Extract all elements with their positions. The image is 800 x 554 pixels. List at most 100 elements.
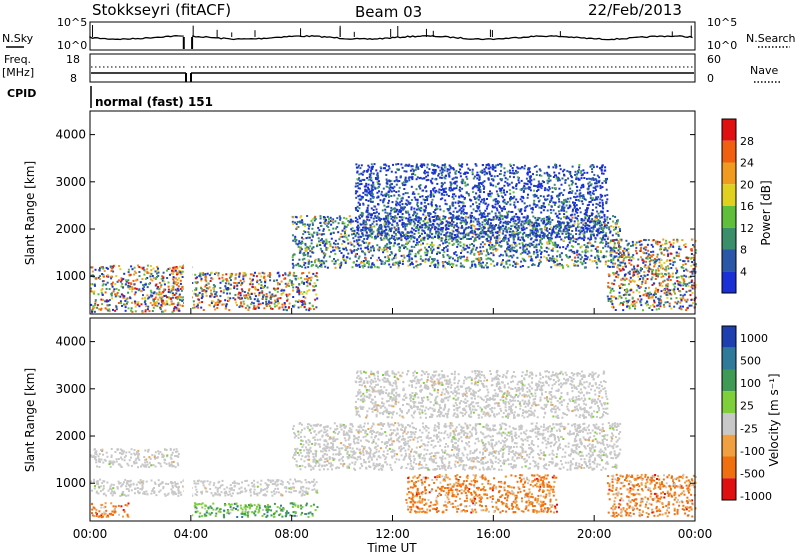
range-cell — [331, 219, 333, 222]
range-cell — [282, 274, 284, 277]
range-cell — [456, 229, 459, 231]
range-cell — [512, 164, 515, 167]
range-cell — [362, 266, 365, 269]
range-cell — [220, 290, 223, 293]
range-cell — [365, 228, 368, 231]
range-cell — [507, 184, 510, 187]
range-cell — [478, 175, 481, 178]
range-cell — [528, 180, 531, 183]
range-cell — [540, 251, 543, 254]
range-cell — [307, 227, 310, 230]
range-cell — [288, 285, 290, 287]
range-cell — [605, 202, 608, 205]
range-cell — [325, 248, 328, 251]
range-cell — [540, 211, 543, 214]
range-cell — [448, 234, 451, 237]
range-cell — [472, 177, 475, 180]
range-cell — [443, 266, 446, 269]
range-cell — [383, 163, 386, 166]
range-cell — [332, 231, 335, 234]
range-cell — [222, 303, 225, 306]
range-cell — [375, 216, 378, 219]
range-cell — [581, 256, 583, 259]
range-cell — [319, 248, 322, 251]
range-cell — [241, 305, 244, 308]
range-cell — [543, 235, 545, 238]
range-cell — [431, 222, 434, 225]
range-cell — [314, 275, 317, 277]
range-cell — [484, 202, 487, 205]
range-cell — [468, 246, 471, 249]
range-cell — [320, 225, 322, 227]
range-cell — [479, 211, 482, 214]
range-cell — [181, 296, 184, 299]
range-cell — [552, 176, 555, 178]
range-cell — [525, 234, 528, 237]
range-cell — [489, 238, 492, 241]
range-cell — [292, 223, 295, 225]
range-cell — [561, 177, 564, 180]
range-cell — [505, 229, 508, 232]
range-cell — [521, 196, 524, 198]
range-cell — [549, 175, 552, 177]
range-cell — [617, 264, 620, 267]
range-cell — [598, 180, 600, 183]
range-cell — [334, 252, 337, 255]
range-cell — [464, 248, 467, 251]
range-cell — [588, 217, 590, 219]
range-cell — [498, 255, 501, 258]
range-cell — [402, 193, 405, 196]
range-cell — [593, 199, 596, 201]
range-cell — [498, 231, 501, 234]
range-cell — [507, 210, 510, 213]
range-cell — [366, 192, 369, 195]
range-cell — [491, 210, 493, 213]
range-cell — [410, 261, 413, 264]
range-cell — [512, 196, 515, 199]
range-cell — [453, 226, 456, 229]
range-cell — [523, 216, 526, 219]
range-cell — [540, 207, 543, 209]
range-cell — [308, 233, 311, 235]
range-cell — [416, 201, 419, 204]
range-cell — [602, 236, 604, 239]
range-cell — [118, 265, 121, 267]
range-cell — [617, 233, 620, 236]
range-cell — [577, 256, 580, 259]
range-cell — [584, 198, 587, 201]
range-cell — [595, 217, 598, 219]
range-cell — [396, 261, 398, 264]
range-cell — [578, 233, 581, 236]
range-cell — [341, 243, 344, 245]
range-cell — [393, 262, 396, 265]
range-cell — [448, 242, 451, 245]
range-cell — [534, 226, 537, 229]
range-cell — [578, 164, 581, 166]
range-cell — [371, 167, 374, 170]
range-cell — [520, 212, 523, 215]
range-cell — [506, 170, 509, 173]
range-cell — [553, 204, 556, 206]
range-cell — [593, 224, 596, 227]
range-cell — [284, 308, 287, 311]
range-cell — [316, 231, 319, 234]
range-cell — [356, 249, 358, 251]
range-cell — [377, 182, 380, 185]
range-cell — [489, 166, 492, 169]
range-cell — [448, 217, 450, 220]
range-cell — [482, 201, 485, 204]
range-cell — [454, 224, 457, 227]
range-cell — [475, 174, 478, 177]
range-cell — [312, 246, 315, 249]
range-cell — [401, 182, 404, 185]
range-cell — [476, 205, 479, 207]
range-cell — [330, 237, 333, 240]
range-cell — [172, 282, 175, 285]
range-cell — [323, 262, 326, 265]
range-cell — [434, 236, 436, 238]
range-cell — [597, 203, 600, 206]
range-cell — [481, 241, 484, 244]
range-cell — [492, 245, 495, 248]
range-cell — [490, 230, 493, 233]
range-cell — [127, 282, 130, 285]
